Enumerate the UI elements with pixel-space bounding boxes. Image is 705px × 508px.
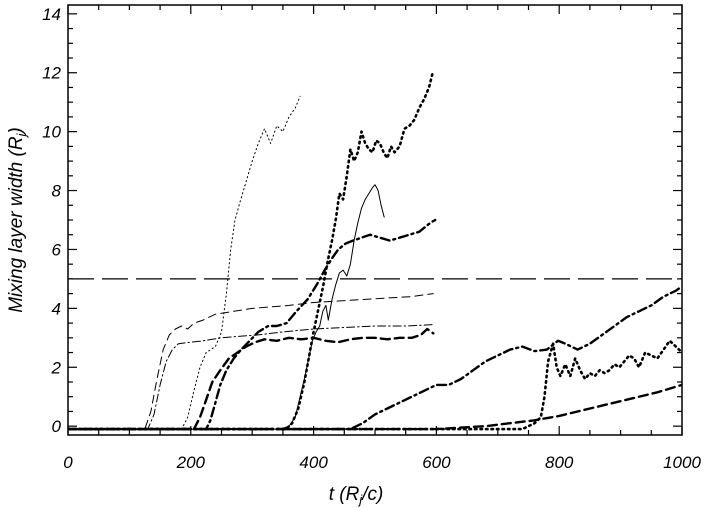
x-axis-title: t (Rj/c) [329, 484, 384, 507]
ticks-layer [67, 5, 683, 435]
y-tick-label: 12 [42, 64, 61, 83]
x-tick-label: 1000 [663, 453, 701, 472]
x-tick-label: 600 [422, 453, 451, 472]
x-tick-label: 200 [176, 453, 206, 472]
x-tick-labels: 0 200 400 600 800 1000 [63, 453, 701, 472]
y-tick-label: 2 [51, 358, 62, 377]
series-line-2 [68, 293, 434, 430]
series-line-8 [68, 285, 682, 431]
y-tick-label: 8 [52, 182, 62, 201]
series-line-10 [68, 383, 682, 431]
series-line-5 [68, 71, 435, 431]
y-tick-label: 0 [52, 417, 62, 436]
y-axis-title: Mixing layer width (Rj) [6, 127, 29, 313]
y-tick-label: 10 [42, 123, 61, 142]
series-line-6 [68, 218, 437, 431]
series-layer [68, 71, 682, 431]
y-tick-labels: 0 2 4 6 8 10 12 14 [42, 5, 61, 436]
x-tick-label: 800 [545, 453, 574, 472]
y-tick-label: 6 [52, 240, 62, 259]
series-line-4 [68, 184, 385, 430]
y-tick-label: 4 [52, 299, 61, 318]
x-tick-label: 0 [63, 453, 73, 472]
series-line-1 [68, 95, 301, 430]
series-line-3 [68, 324, 434, 430]
plot-frame [67, 4, 683, 436]
series-line-7 [68, 327, 435, 431]
series-line-9 [68, 339, 682, 431]
y-tick-label: 14 [42, 5, 61, 24]
x-tick-label: 400 [299, 453, 328, 472]
